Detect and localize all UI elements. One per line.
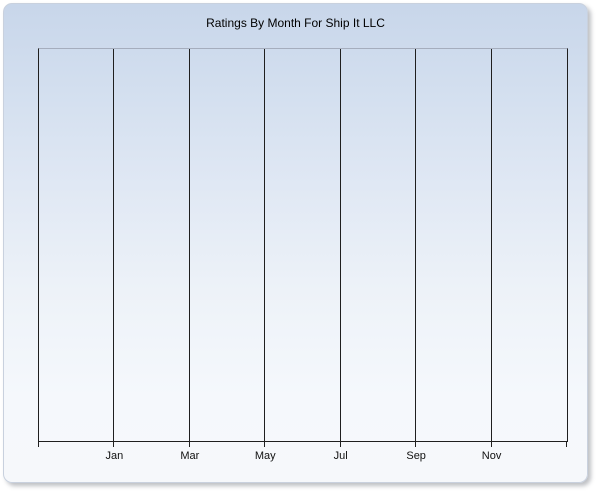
x-gridline	[415, 49, 417, 441]
chart-title: Ratings By Month For Ship It LLC	[206, 16, 385, 30]
x-axis-label: Nov	[481, 450, 502, 462]
plot-area: Jan Mar May Jul Sep Nov	[38, 48, 568, 462]
x-axis-tick	[264, 441, 266, 447]
x-axis-tick	[188, 441, 190, 447]
x-gridline	[264, 49, 266, 441]
x-gridline	[490, 49, 492, 441]
x-axis-label: Mar	[180, 450, 200, 462]
x-axis-tick	[38, 441, 39, 447]
x-axis-label: Jan	[105, 450, 124, 462]
x-axis-label: May	[254, 450, 276, 462]
x-axis-tick	[490, 441, 492, 447]
x-axis-tick	[113, 441, 115, 447]
chart-panel: Ratings By Month For Ship It LLC Jan Mar M…	[3, 3, 588, 483]
x-axis-tick	[339, 441, 341, 447]
x-gridline	[113, 49, 115, 441]
x-gridline	[339, 49, 341, 441]
x-axis-label: Jul	[333, 450, 348, 462]
x-axis-tick	[415, 441, 417, 447]
x-axis-label: Sep	[406, 450, 426, 462]
x-gridline	[188, 49, 190, 441]
x-axis-tick	[566, 441, 567, 447]
